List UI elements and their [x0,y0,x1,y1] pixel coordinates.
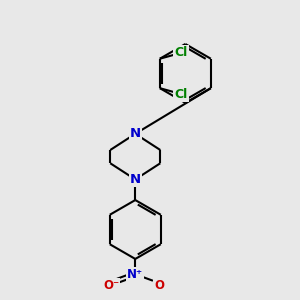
Text: N⁺: N⁺ [127,268,143,281]
Text: O⁻: O⁻ [103,279,119,292]
Text: O: O [154,279,164,292]
Text: Cl: Cl [174,88,188,100]
Text: N: N [130,173,141,186]
Text: N: N [130,127,141,140]
Text: Cl: Cl [174,46,188,59]
